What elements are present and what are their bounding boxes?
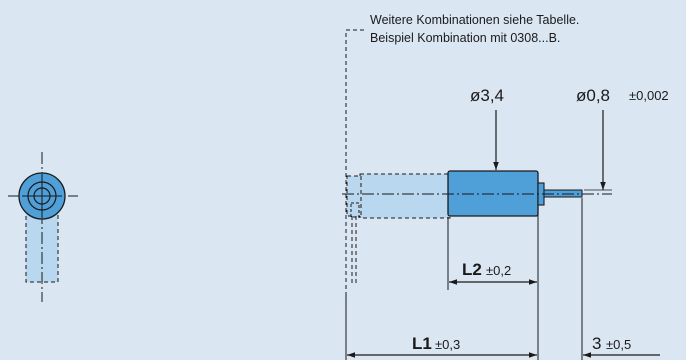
note-leader-line <box>345 29 364 296</box>
shaft-length-label: 3 <box>592 334 601 353</box>
l2-tolerance: ±0,2 <box>486 263 511 278</box>
shaft-diameter-label: ø0,8 <box>576 86 610 105</box>
side-view: Weitere Kombinationen siehe Tabelle. Bei… <box>342 13 669 360</box>
l2-label: L2 <box>462 260 482 279</box>
end-view <box>8 152 78 302</box>
shaft-diameter-tolerance: ±0,002 <box>629 88 669 103</box>
l1-tolerance: ±0,3 <box>435 337 460 352</box>
note-line-2: Beispiel Kombination mit 0308...B. <box>370 31 560 45</box>
l1-label: L1 <box>412 334 432 353</box>
shaft-length-tolerance: ±0,5 <box>606 337 631 352</box>
ghost-tab <box>350 202 360 218</box>
ghost-body <box>359 173 451 219</box>
outer-diameter-label: ø3,4 <box>470 86 504 105</box>
note-line-1: Weitere Kombinationen siehe Tabelle. <box>370 13 579 27</box>
